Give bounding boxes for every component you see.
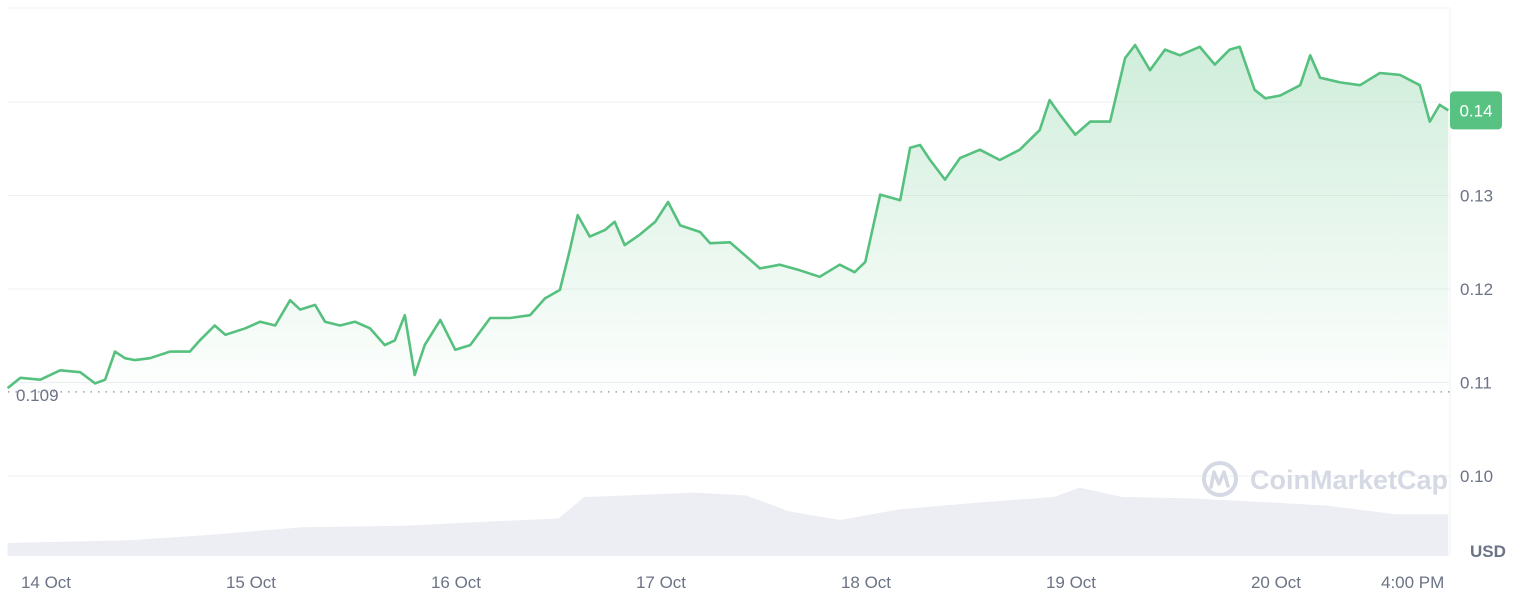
y-axis: 0.13 0.12 0.11 0.10 — [1460, 187, 1493, 487]
coinmarketcap-logo-icon — [1202, 461, 1238, 497]
y-tick-label: 0.13 — [1460, 187, 1493, 206]
x-tick-label: 15 Oct — [226, 573, 276, 592]
current-price-tag: 0.14 — [1450, 91, 1502, 130]
volume-area — [7, 487, 1449, 556]
x-tick-label: 18 Oct — [841, 573, 891, 592]
volume-bars — [7, 487, 1449, 556]
y-tick-label: 0.11 — [1460, 374, 1492, 393]
price-area-fill — [7, 45, 1449, 392]
baseline-label: 0.109 — [16, 386, 59, 405]
coinmarketcap-watermark: CoinMarketCap — [1202, 461, 1448, 497]
x-tick-label: 4:00 PM — [1381, 573, 1444, 592]
price-line[interactable] — [6, 43, 1450, 390]
x-tick-label: 16 Oct — [431, 573, 481, 592]
coinmarketcap-logo-mark — [1209, 470, 1230, 489]
watermark-text: CoinMarketCap — [1250, 465, 1448, 495]
y-tick-label: 0.12 — [1460, 280, 1493, 299]
x-tick-label: 20 Oct — [1251, 573, 1301, 592]
current-price-badge — [1450, 91, 1502, 130]
x-tick-label: 19 Oct — [1046, 573, 1096, 592]
x-axis: 14 Oct 15 Oct 16 Oct 17 Oct 18 Oct 19 Oct 20 O… — [21, 573, 1444, 592]
y-tick-label: 0.10 — [1460, 467, 1493, 486]
x-tick-label: 17 Oct — [636, 573, 686, 592]
currency-label: USD — [1470, 542, 1506, 561]
x-tick-label: 14 Oct — [21, 573, 71, 592]
current-price-label: 0.14 — [1459, 101, 1492, 120]
